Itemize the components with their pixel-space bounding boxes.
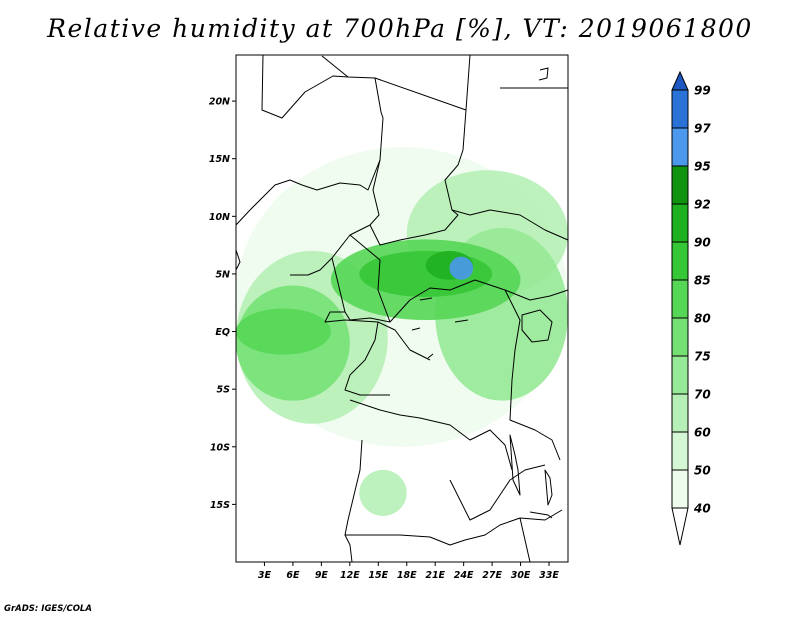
colorbar-label: 50 — [694, 464, 711, 478]
colorbar-label: 95 — [694, 160, 711, 174]
humidity-region-3 — [235, 308, 331, 355]
colorbar-swatch — [671, 89, 689, 129]
lon-tick-label: 3E — [258, 570, 272, 581]
lat-tick-label: 5N — [215, 269, 230, 280]
lat-tick-label: 10N — [209, 212, 230, 223]
lon-axis: 3E 6E 9E 12E 15E 18E 21E 24E 27E 30E 33E — [258, 562, 559, 581]
colorbar-label: 80 — [694, 312, 711, 326]
humidity-fill — [235, 147, 568, 516]
colorbar-label: 85 — [694, 274, 711, 288]
lat-tick-label: 15S — [210, 500, 230, 511]
country-borders — [235, 54, 569, 563]
colorbar-swatch — [671, 241, 689, 281]
colorbar-swatch — [671, 279, 689, 319]
colorbar-swatch — [671, 355, 689, 395]
lon-tick-label: 33E — [539, 570, 559, 581]
colorbar-swatch — [671, 393, 689, 433]
lon-tick-label: 12E — [340, 570, 360, 581]
lon-tick-label: 24E — [454, 570, 474, 581]
lon-tick-label: 30E — [511, 570, 531, 581]
colorbar-swatch — [671, 469, 689, 509]
colorbar-swatch — [671, 165, 689, 205]
grads-credit: GrADS: IGES/COLA — [4, 604, 92, 614]
colorbar-label: 90 — [694, 236, 711, 250]
colorbar-label: 97 — [694, 122, 711, 136]
colorbar-label: 92 — [694, 198, 711, 212]
colorbar-swatch — [671, 317, 689, 357]
lon-tick-label: 9E — [315, 570, 329, 581]
colorbar-swatch — [671, 431, 689, 471]
colorbar-label: 70 — [694, 388, 711, 402]
colorbar-swatch — [671, 127, 689, 167]
colorbar-label: 99 — [694, 84, 711, 98]
lon-tick-label: 27E — [482, 570, 502, 581]
lon-tick-label: 18E — [397, 570, 417, 581]
lon-tick-label: 15E — [368, 570, 388, 581]
lat-tick-label: 5S — [217, 385, 231, 396]
colorbar-top-tip — [671, 70, 689, 91]
lat-tick-label: 20N — [209, 97, 230, 108]
lat-tick-label: 10S — [210, 442, 230, 453]
lat-tick-label: 15N — [209, 154, 230, 165]
humidity-region-9 — [449, 256, 474, 280]
humidity-region-10 — [359, 469, 407, 516]
colorbar-bottom-tip — [671, 507, 689, 546]
lon-tick-label: 21E — [425, 570, 445, 581]
colorbar-label: 60 — [694, 426, 711, 440]
colorbar-swatch — [671, 203, 689, 243]
lat-tick-label: EQ — [215, 327, 230, 338]
map-frame — [235, 54, 569, 563]
colorbar: 40 50 60 70 75 80 85 90 92 95 97 99 — [671, 70, 711, 546]
lat-axis: 20N 15N 10N 5N EQ 5S 10S 15S — [209, 97, 236, 511]
lon-tick-label: 6E — [286, 570, 300, 581]
colorbar-label: 75 — [694, 350, 711, 364]
chart-title: Relative humidity at 700hPa [%], VT: 201… — [47, 14, 753, 43]
colorbar-label: 40 — [693, 502, 711, 516]
